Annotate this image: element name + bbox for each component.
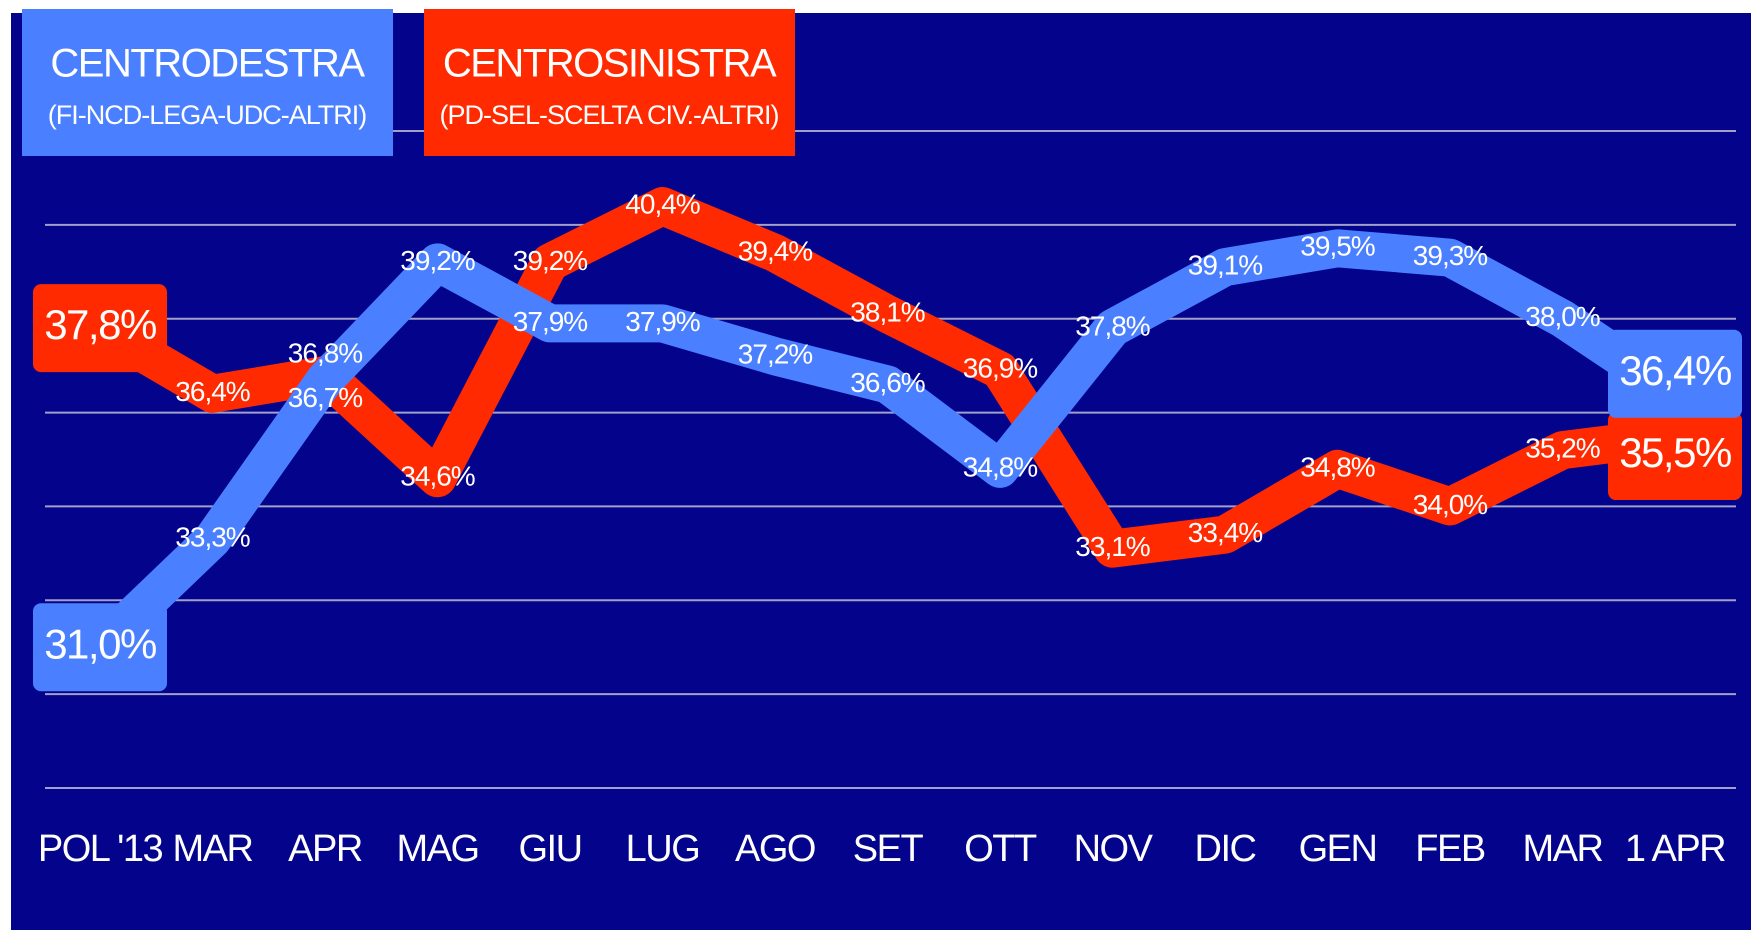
- data-label: 37,9%: [625, 306, 699, 337]
- legend-sublabel: (PD-SEL-SCELTA CIV.-ALTRI): [439, 100, 778, 130]
- x-tick-label: MAG: [396, 828, 478, 870]
- data-label: 33,1%: [1075, 531, 1149, 562]
- end-label-box: [33, 284, 167, 373]
- data-label: 36,8%: [288, 337, 362, 368]
- data-label: 39,3%: [1413, 240, 1487, 271]
- x-tick-label: POL '13: [38, 828, 163, 870]
- data-label: 34,8%: [963, 451, 1037, 482]
- legend-box: [424, 9, 795, 156]
- end-label-box: [1608, 329, 1742, 418]
- data-label: 38,0%: [1525, 301, 1599, 332]
- series-line: [81, 187, 1694, 568]
- data-label: 34,0%: [1413, 489, 1487, 520]
- legend-sublabel: (FI-NCD-LEGA-UDC-ALTRI): [48, 100, 366, 130]
- data-label: 34,6%: [400, 461, 474, 492]
- data-label: 36,4%: [1619, 347, 1731, 394]
- x-tick-label: AGO: [735, 828, 815, 870]
- data-label: 33,4%: [1188, 517, 1262, 548]
- labels: POL '13 MAR APR MAG GIU LUG AGO SET OTT NOV DIC GEN…: [33, 188, 1742, 870]
- data-label: 37,8%: [44, 301, 156, 348]
- data-label: 37,2%: [738, 339, 812, 370]
- legend-label: CENTROSINISTRA: [443, 42, 777, 86]
- x-tick-label: DIC: [1195, 828, 1256, 870]
- x-tick-label: APR: [288, 828, 362, 870]
- data-label: 39,2%: [513, 245, 587, 276]
- data-label: 34,8%: [1300, 451, 1374, 482]
- legend-box: [22, 9, 393, 156]
- x-tick-label: MAR: [1523, 828, 1603, 870]
- data-label: 35,2%: [1525, 433, 1599, 464]
- x-tick-label: MAR: [173, 828, 253, 870]
- x-tick-label: SET: [853, 828, 924, 870]
- data-label: 36,4%: [175, 376, 249, 407]
- data-label: 39,1%: [1188, 249, 1262, 280]
- end-label-box: [33, 603, 167, 692]
- data-label: 37,8%: [1075, 310, 1149, 341]
- x-tick-label: 1 APR: [1625, 828, 1725, 870]
- data-label: 39,2%: [400, 245, 474, 276]
- data-label: 40,4%: [625, 188, 699, 219]
- x-tick-label: FEB: [1415, 828, 1485, 870]
- x-tick-label: NOV: [1074, 828, 1154, 870]
- background: [11, 13, 1751, 930]
- data-label: 39,4%: [738, 235, 812, 266]
- data-label: 31,0%: [44, 620, 156, 667]
- legend-label: CENTRODESTRA: [50, 42, 365, 86]
- x-tick-label: GEN: [1299, 828, 1377, 870]
- data-label: 37,9%: [513, 306, 587, 337]
- lines: [81, 187, 1694, 667]
- series-line: [81, 229, 1694, 667]
- x-tick-label: LUG: [626, 828, 700, 870]
- data-label: 33,3%: [175, 522, 249, 553]
- data-label: 35,5%: [1619, 429, 1731, 476]
- data-label: 36,9%: [963, 353, 1037, 384]
- end-label-box: [1608, 412, 1742, 501]
- data-label: 36,6%: [850, 367, 924, 398]
- data-label: 38,1%: [850, 296, 924, 327]
- data-label: 39,5%: [1300, 231, 1374, 262]
- data-label: 36,7%: [288, 382, 362, 413]
- x-tick-label: GIU: [518, 828, 581, 870]
- x-tick-label: OTT: [964, 828, 1037, 870]
